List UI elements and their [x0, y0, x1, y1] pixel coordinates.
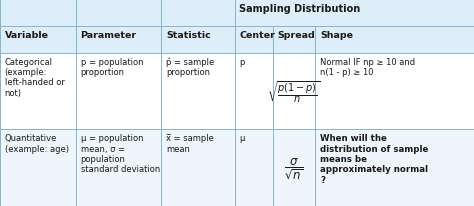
Text: μ: μ — [239, 133, 245, 142]
Text: x̅ = sample
mean: x̅ = sample mean — [166, 133, 214, 153]
Text: Variable: Variable — [5, 30, 49, 39]
Bar — [76, 27, 161, 54]
Text: $\dfrac{\sigma}{\sqrt{n}}$: $\dfrac{\sigma}{\sqrt{n}}$ — [284, 156, 304, 180]
Bar — [76, 54, 161, 130]
Bar — [76, 130, 161, 206]
Bar — [0, 54, 76, 130]
Text: Parameter: Parameter — [81, 30, 137, 39]
Bar — [315, 54, 474, 130]
Text: Sampling Distribution: Sampling Distribution — [239, 4, 361, 14]
Text: p: p — [239, 57, 245, 66]
Bar — [0, 27, 76, 54]
Bar — [315, 27, 474, 54]
Text: p̂ = sample
proportion: p̂ = sample proportion — [166, 57, 214, 77]
Bar — [161, 130, 235, 206]
Bar — [235, 27, 273, 54]
Text: Categorical
(example:
left-handed or
not): Categorical (example: left-handed or not… — [5, 57, 64, 97]
Bar — [161, 27, 235, 54]
Bar — [273, 54, 315, 130]
Text: Spread: Spread — [277, 30, 315, 39]
Text: μ = population
mean, σ =
population
standard deviation: μ = population mean, σ = population stan… — [81, 133, 160, 173]
Text: Statistic: Statistic — [166, 30, 210, 39]
Text: p = population
proportion: p = population proportion — [81, 57, 143, 77]
Bar — [76, 0, 161, 27]
Bar — [273, 27, 315, 54]
Text: Normal IF np ≥ 10 and
n(1 - p) ≥ 10: Normal IF np ≥ 10 and n(1 - p) ≥ 10 — [320, 57, 415, 77]
Bar — [315, 130, 474, 206]
Bar — [273, 130, 315, 206]
Bar — [0, 0, 76, 27]
Bar — [0, 130, 76, 206]
Text: Center: Center — [239, 30, 275, 39]
Bar — [235, 54, 273, 130]
Text: Quantitative
(example: age): Quantitative (example: age) — [5, 133, 69, 153]
Text: $\sqrt{\dfrac{p(1-p)}{n}}$: $\sqrt{\dfrac{p(1-p)}{n}}$ — [267, 79, 320, 104]
Text: When will the
distribution of sample
means be
approximately normal
?: When will the distribution of sample mea… — [320, 133, 428, 184]
Bar — [161, 0, 235, 27]
Bar — [235, 0, 474, 27]
Bar — [161, 54, 235, 130]
Text: Shape: Shape — [320, 30, 353, 39]
Bar — [235, 130, 273, 206]
